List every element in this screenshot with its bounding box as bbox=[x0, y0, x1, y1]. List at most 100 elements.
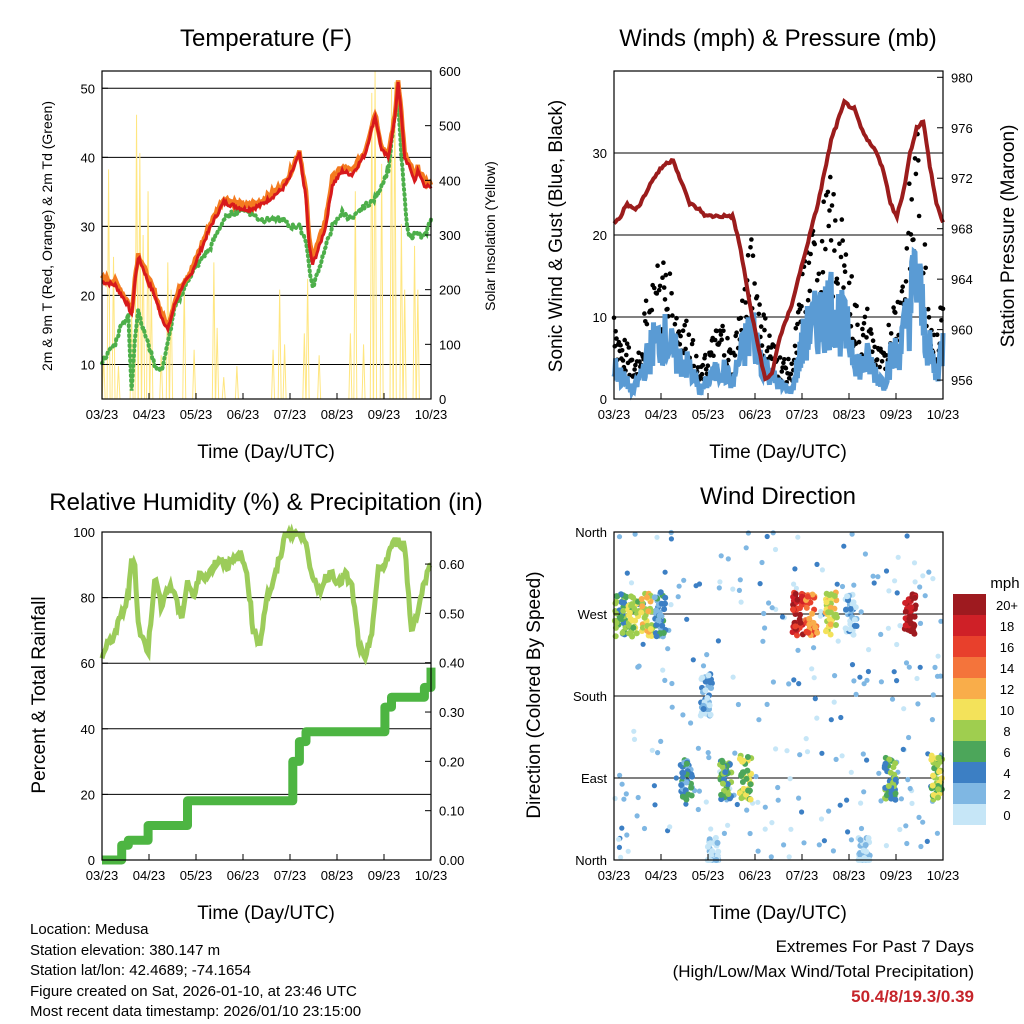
humidity-xtick-label: 10/23 bbox=[415, 868, 448, 883]
direction-point bbox=[850, 599, 857, 606]
direction-point bbox=[849, 531, 855, 537]
direction-point bbox=[651, 783, 658, 789]
direction-xtick-label: 05/23 bbox=[692, 868, 725, 883]
gust-point bbox=[669, 291, 674, 296]
direction-point bbox=[917, 584, 923, 590]
direction-point bbox=[764, 701, 770, 708]
gust-point bbox=[759, 343, 765, 348]
direction-point bbox=[786, 681, 792, 687]
gust-point bbox=[786, 356, 791, 362]
gust-point bbox=[620, 358, 626, 363]
gust-point bbox=[839, 217, 845, 222]
humidity-xtick-label: 04/23 bbox=[133, 868, 166, 883]
direction-point bbox=[862, 551, 869, 557]
direction-point bbox=[744, 754, 751, 760]
direction-point bbox=[794, 596, 801, 603]
gust-point bbox=[795, 321, 800, 327]
humidity-ylabel-left: Percent & Total Rainfall bbox=[29, 596, 50, 793]
direction-point bbox=[695, 745, 702, 751]
direction-point bbox=[781, 842, 787, 848]
solar-ytick-label: 500 bbox=[439, 119, 461, 134]
gust-point bbox=[779, 369, 785, 374]
direction-point bbox=[717, 579, 723, 585]
direction-point bbox=[863, 848, 870, 855]
pressure-ytick-label: 976 bbox=[951, 121, 973, 136]
direction-point bbox=[722, 769, 729, 776]
direction-point bbox=[655, 750, 661, 756]
station-info: Location: Medusa Station elevation: 380.… bbox=[30, 920, 361, 1023]
direction-point bbox=[934, 673, 941, 679]
direction-point bbox=[709, 848, 716, 855]
direction-point bbox=[653, 621, 660, 628]
gust-point bbox=[909, 197, 914, 202]
gust-point bbox=[660, 275, 665, 281]
direction-point bbox=[843, 606, 849, 613]
winds-gridlines bbox=[614, 152, 943, 318]
gust-point bbox=[877, 364, 882, 370]
direction-point bbox=[638, 596, 645, 602]
direction-point bbox=[684, 616, 690, 622]
gust-point bbox=[792, 343, 798, 349]
humidity-xtick-label: 06/23 bbox=[227, 868, 260, 883]
legend-swatch bbox=[953, 783, 986, 804]
direction-point bbox=[891, 669, 897, 675]
direction-point bbox=[738, 599, 744, 605]
solar-ytick-label: 600 bbox=[439, 64, 461, 79]
gust-point bbox=[750, 253, 756, 258]
gust-point bbox=[689, 341, 695, 347]
direction-xtick-label: 06/23 bbox=[739, 868, 772, 883]
winds-xtick-label: 09/23 bbox=[880, 407, 913, 422]
direction-point bbox=[625, 848, 631, 854]
direction-point bbox=[915, 701, 921, 707]
gust-point bbox=[661, 260, 666, 266]
direction-point bbox=[827, 631, 834, 638]
direction-point bbox=[861, 681, 867, 687]
temperature-xtick-label: 06/23 bbox=[227, 407, 260, 422]
gust-point bbox=[632, 367, 637, 372]
direction-point bbox=[755, 848, 761, 854]
direction-point bbox=[826, 808, 832, 814]
direction-point bbox=[702, 687, 709, 694]
legend-swatch bbox=[953, 615, 986, 636]
gust-point bbox=[862, 314, 868, 320]
gust-point bbox=[842, 263, 847, 268]
direction-point bbox=[744, 767, 751, 774]
gust-point bbox=[676, 329, 682, 334]
gust-point bbox=[777, 355, 783, 360]
direction-point bbox=[857, 837, 864, 843]
direction-point bbox=[827, 609, 834, 616]
gust-point bbox=[726, 357, 731, 363]
direction-point bbox=[631, 605, 638, 612]
direction-point bbox=[786, 854, 792, 860]
humidity-ytick-label: 40 bbox=[81, 722, 95, 737]
direction-point bbox=[653, 633, 660, 640]
legend-swatch bbox=[953, 804, 986, 825]
temperature-title: Temperature (F) bbox=[180, 25, 352, 52]
gust-point bbox=[703, 352, 708, 358]
gust-point bbox=[907, 181, 912, 186]
direction-point bbox=[848, 837, 855, 843]
direction-point bbox=[844, 593, 851, 600]
solar-spike bbox=[211, 262, 216, 400]
direction-point bbox=[827, 621, 834, 628]
direction-point bbox=[803, 604, 810, 611]
direction-point bbox=[892, 760, 899, 767]
direction-point bbox=[640, 641, 646, 647]
gust-point bbox=[629, 357, 635, 363]
precip-ytick-label: 0.00 bbox=[439, 853, 464, 868]
direction-point bbox=[878, 679, 885, 685]
direction-point bbox=[732, 750, 738, 756]
gust-point bbox=[874, 357, 880, 362]
winds-ytick-label: 0 bbox=[600, 392, 607, 407]
gust-point bbox=[745, 253, 751, 258]
direction-point bbox=[861, 789, 867, 795]
gust-point bbox=[758, 324, 764, 329]
direction-point bbox=[835, 638, 841, 644]
direction-point bbox=[708, 826, 714, 832]
legend-label: 10 bbox=[1000, 703, 1014, 718]
direction-point bbox=[936, 768, 943, 775]
direction-point bbox=[618, 599, 625, 606]
gust-point bbox=[663, 272, 669, 278]
direction-point bbox=[885, 783, 892, 789]
